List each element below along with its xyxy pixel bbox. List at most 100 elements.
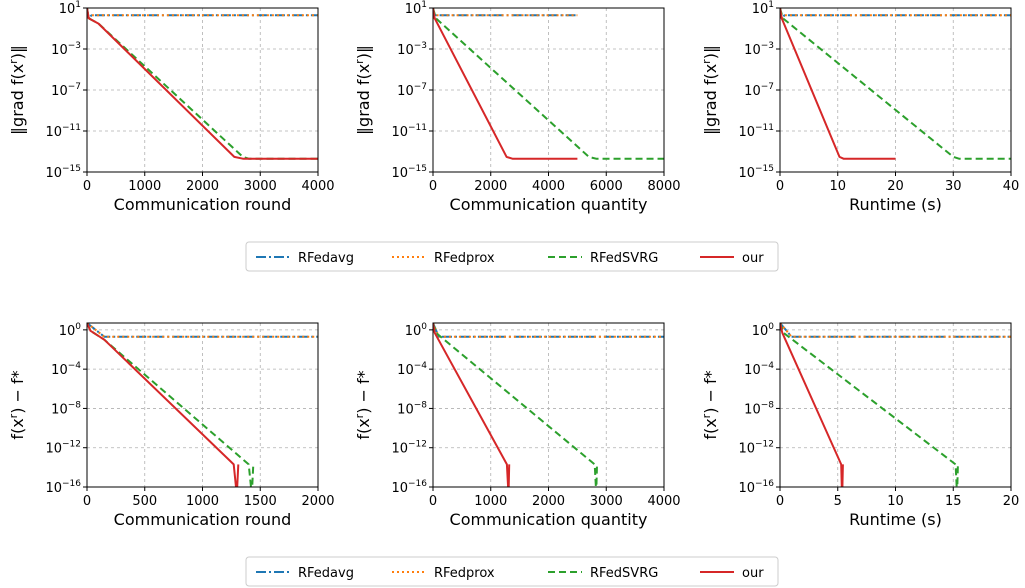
y-tick-label: 10−3 <box>51 41 81 58</box>
series-line-rfedavg <box>433 8 578 20</box>
legend-label-our: our <box>742 251 764 266</box>
series-line-rfedsvrg <box>780 8 1011 160</box>
y-tick-label: 10−7 <box>51 82 81 99</box>
y-tick-label: 10−3 <box>397 41 427 58</box>
y-tick-label: 10−12 <box>45 440 81 457</box>
series-line-rfedsvrg <box>433 8 664 160</box>
legend-label-rfedsvrg: RFedSVRG <box>590 251 658 266</box>
x-tick-label: 1000 <box>474 494 507 509</box>
legend-label-rfedprox: RFedprox <box>434 566 495 581</box>
y-tick-label: 10−7 <box>744 82 774 99</box>
x-tick-label: 10 <box>829 179 846 194</box>
y-axis-label: f(xr) − f* <box>353 370 373 439</box>
x-tick-label: 3000 <box>244 179 277 194</box>
y-axis-label: ‖grad f(xr)‖ <box>700 45 720 135</box>
legend-box <box>245 241 779 272</box>
chart-panel-3: 0 10 20 30 40 101 10−3 10−7 10−11 10−15 Runtime (s… <box>700 0 1019 214</box>
x-tick-label: 15 <box>945 494 962 509</box>
y-axis-label: ‖grad f(xr)‖ <box>7 45 27 135</box>
y-tick-label: 10−3 <box>744 41 774 58</box>
x-tick-label: 30 <box>945 179 962 194</box>
legend-label-rfedsvrg: RFedSVRG <box>590 566 658 581</box>
series-line-our <box>780 323 844 487</box>
x-tick-label: 2000 <box>301 494 334 509</box>
y-tick-label: 10−11 <box>738 123 774 140</box>
y-tick-label: 100 <box>59 322 82 339</box>
x-tick-label: 500 <box>132 494 157 509</box>
x-tick-label: 0 <box>83 494 91 509</box>
chart-panel-5: 0 1000 2000 3000 4000 100 10−4 10−8 10−12 10−16 Co… <box>353 322 681 529</box>
x-axis-label: Communication quantity <box>450 510 648 529</box>
series-line-our <box>780 8 896 160</box>
x-axis-label: Runtime (s) <box>849 195 942 214</box>
y-axis-label: f(xr) − f* <box>700 370 720 439</box>
series-line-rfedsvrg <box>780 323 959 487</box>
y-axis-label: f(xr) − f* <box>7 370 27 439</box>
y-tick-label: 10−8 <box>744 400 774 417</box>
legend-2: RFedavg RFedprox RFedSVRG our <box>245 556 779 587</box>
x-tick-label: 8000 <box>647 179 680 194</box>
y-tick-label: 10−15 <box>391 164 427 181</box>
x-tick-label: 0 <box>429 179 437 194</box>
y-tick-label: 10−7 <box>397 82 427 99</box>
legend-1: RFedavg RFedprox RFedSVRG our <box>245 241 779 272</box>
y-tick-label: 10−12 <box>738 440 774 457</box>
x-tick-label: 1000 <box>128 179 161 194</box>
legend-label-rfedprox: RFedprox <box>434 251 495 266</box>
x-axis-label: Runtime (s) <box>849 510 942 529</box>
x-axis-label: Communication quantity <box>450 195 648 214</box>
x-tick-label: 0 <box>776 179 784 194</box>
x-tick-label: 1500 <box>244 494 277 509</box>
x-tick-label: 6000 <box>590 179 623 194</box>
y-tick-label: 101 <box>752 0 774 17</box>
series-line-our <box>87 323 240 487</box>
series-line-rfedprox <box>433 323 664 338</box>
y-tick-label: 10−12 <box>391 440 427 457</box>
series-line-our <box>433 8 578 160</box>
legend-box <box>245 556 779 587</box>
y-tick-label: 10−11 <box>45 123 81 140</box>
x-tick-label: 0 <box>429 494 437 509</box>
series-line-rfedprox <box>780 323 1011 338</box>
x-axis-label: Communication round <box>114 195 292 214</box>
y-tick-label: 10−11 <box>391 123 427 140</box>
series-line-rfedavg <box>87 323 318 338</box>
x-tick-label: 10 <box>887 494 904 509</box>
chart-panel-1: 0 1000 2000 3000 4000 101 10−3 10−7 10−11 10−15 Co… <box>7 0 335 214</box>
y-tick-label: 10−16 <box>391 479 427 496</box>
legend-label-rfedavg: RFedavg <box>298 566 354 581</box>
y-tick-label: 10−16 <box>45 479 81 496</box>
series-line-rfedsvrg <box>433 323 598 487</box>
chart-panel-6: 0 5 10 15 20 100 10−4 10−8 10−12 10−16 Runtime (s)… <box>700 322 1019 529</box>
y-tick-label: 101 <box>405 0 427 17</box>
x-tick-label: 3000 <box>590 494 623 509</box>
x-axis-label: Communication round <box>114 510 292 529</box>
x-tick-label: 0 <box>776 494 784 509</box>
series-line-our <box>433 323 511 487</box>
x-tick-label: 2000 <box>474 179 507 194</box>
y-tick-label: 100 <box>405 322 428 339</box>
x-tick-label: 0 <box>83 179 91 194</box>
chart-panel-4: 0 500 1000 1500 2000 100 10−4 10−8 10−12 10−16 Com… <box>7 322 335 529</box>
series-line-rfedprox <box>433 8 578 20</box>
x-tick-label: 4000 <box>301 179 334 194</box>
series-line-our <box>87 8 318 160</box>
y-tick-label: 100 <box>752 322 775 339</box>
y-tick-label: 10−4 <box>744 361 774 378</box>
y-tick-label: 10−4 <box>397 361 427 378</box>
chart-panel-2: 0 2000 4000 6000 8000 101 10−3 10−7 10−11 10−15 Co… <box>353 0 681 214</box>
y-tick-label: 10−4 <box>51 361 81 378</box>
legend-label-rfedavg: RFedavg <box>298 251 354 266</box>
series-line-rfedsvrg <box>87 323 255 487</box>
x-tick-label: 4000 <box>532 179 565 194</box>
y-tick-label: 10−15 <box>45 164 81 181</box>
x-tick-label: 2000 <box>186 179 219 194</box>
x-tick-label: 20 <box>1003 494 1020 509</box>
x-tick-label: 2000 <box>532 494 565 509</box>
legend-label-our: our <box>742 566 764 581</box>
y-tick-label: 101 <box>59 0 81 17</box>
y-tick-label: 10−15 <box>738 164 774 181</box>
x-tick-label: 1000 <box>186 494 219 509</box>
x-tick-label: 4000 <box>647 494 680 509</box>
